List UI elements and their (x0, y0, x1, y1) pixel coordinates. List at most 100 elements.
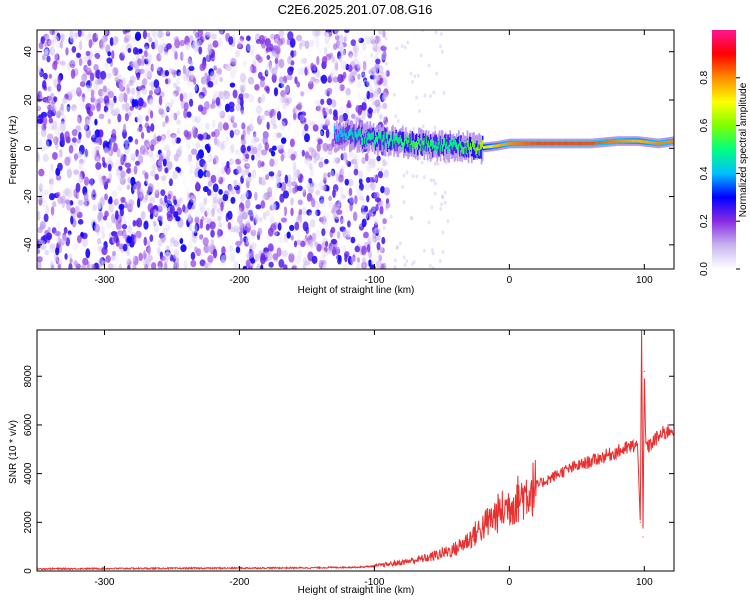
spectrogram-noise-cell (293, 170, 298, 180)
spectrogram-noise-cell (360, 198, 365, 204)
spectrogram-noise-cell (260, 180, 267, 186)
spectrogram-noise-cell (115, 210, 119, 220)
spectrogram-noise-cell (195, 160, 200, 168)
spectrogram-noise-cell (63, 38, 68, 47)
spectrogram-noise-cell (179, 237, 184, 245)
spectrogram-noise-cell (214, 74, 221, 83)
spectrogram-noise-cell (130, 176, 136, 187)
spectrogram-noise-cell (195, 181, 200, 191)
spectrogram-signal-cell (561, 142, 564, 145)
spectrogram-noise-cell (409, 71, 413, 76)
spectrogram-noise-cell (218, 164, 224, 172)
spectrogram-noise-cell (151, 30, 157, 38)
spectrogram-signal-cell (612, 140, 615, 143)
spectrogram-noise-cell (342, 263, 349, 269)
spectrogram-noise-cell (130, 87, 136, 96)
spectrogram-noise-cell (119, 235, 126, 244)
spectrogram-noise-cell (309, 39, 315, 48)
spectrogram-signal-cell (408, 138, 411, 153)
spectrogram-noise-cell (376, 241, 381, 251)
spectrogram-signal-cell (532, 142, 535, 145)
spectrogram-noise-cell (274, 239, 280, 248)
spectrogram-noise-cell (340, 215, 344, 225)
spectrogram-noise-cell (49, 101, 55, 110)
spectrogram-noise-cell (393, 258, 397, 263)
snr-data-point (642, 536, 644, 538)
spectrogram-signal-cell (473, 145, 475, 160)
spectrogram-noise-cell (169, 204, 175, 214)
spectrogram-noise-cell (349, 53, 354, 63)
spectrogram-signal-cell (404, 138, 406, 146)
spectrogram-noise-cell (165, 30, 170, 35)
spectrogram-signal-cell (376, 134, 378, 143)
spectrogram-noise-cell (154, 173, 159, 181)
spectrogram-signal-cell (656, 141, 659, 145)
spectrogram-noise-cell (266, 54, 271, 61)
spectrogram-signal-cell (572, 142, 575, 145)
spectrogram-signal-cell (424, 133, 427, 148)
spectrogram-noise-cell (226, 95, 232, 105)
colorbar-tick-label: 0.6 (699, 118, 710, 132)
spectrogram-noise-cell (384, 186, 391, 196)
spectrogram-noise-cell (160, 169, 166, 177)
spectrogram-noise-cell (331, 98, 337, 108)
spectrogram-signal-cell (605, 140, 608, 144)
spectrogram-noise-cell (429, 94, 432, 99)
spectrogram-noise-cell (324, 115, 331, 124)
spectrogram-noise-cell (123, 137, 130, 146)
spectrogram-signal-cell (603, 140, 606, 144)
spectrogram-signal-cell (418, 137, 420, 145)
spectrogram-noise-cell (215, 171, 221, 181)
spectrogram-noise-cell (52, 35, 60, 43)
spectrogram-noise-cell (151, 163, 157, 171)
spectrogram-noise-cell (375, 58, 381, 65)
spectrogram-noise-cell (159, 154, 164, 163)
spectrogram-signal-cell (448, 144, 450, 152)
spectrogram-noise-cell (350, 236, 356, 244)
spectrogram-noise-cell (77, 30, 82, 38)
spectrogram-noise-cell (334, 61, 339, 71)
spectrogram-noise-cell (267, 227, 274, 237)
spectrogram-noise-cell (269, 158, 275, 167)
spectrogram-noise-cell (149, 234, 154, 242)
spectrogram-noise-cell (433, 125, 437, 130)
spectrogram-noise-cell (56, 32, 61, 42)
spectrogram-noise-cell (380, 71, 385, 79)
spectrogram-noise-cell (106, 57, 113, 64)
spectrogram-noise-cell (316, 45, 323, 55)
snr-data-point (481, 526, 483, 528)
spectrogram-noise-cell (211, 207, 215, 217)
spectrogram-signal-cell (534, 142, 537, 145)
spectrogram-noise-cell (327, 149, 333, 156)
spectrogram-noise-cell (325, 185, 330, 192)
spectrogram-noise-cell (229, 129, 235, 139)
spectrogram-noise-cell (395, 245, 399, 250)
snr-x-tick-label: -100 (364, 577, 384, 588)
spectrogram-noise-cell (118, 243, 124, 250)
spectrogram-noise-cell (338, 114, 345, 123)
spectrogram-noise-cell (250, 258, 256, 264)
spectrogram-noise-cell (143, 68, 149, 77)
spectrogram-signal-cell (644, 140, 647, 144)
spectrogram-noise-cell (144, 228, 151, 235)
spectrogram-noise-cell (358, 195, 365, 201)
spectrogram-signal-cell (541, 142, 543, 145)
spectrogram-noise-cell (174, 59, 180, 69)
spectrogram-noise-cell (273, 131, 278, 141)
spectrogram-noise-cell (325, 128, 330, 139)
spectrogram-noise-cell (339, 196, 346, 204)
spectrogram-noise-cell (319, 192, 324, 199)
spectrogram-noise-cell (362, 63, 367, 73)
spectrogram-noise-cell (41, 199, 48, 208)
spectrogram-noise-cell (300, 91, 305, 97)
spectrogram-signal-cell (622, 139, 624, 143)
spectrogram-noise-cell (43, 47, 50, 56)
spectrogram-noise-cell (77, 96, 84, 107)
spectrogram-noise-cell (320, 129, 325, 137)
spectrogram-noise-cell (42, 102, 49, 112)
spectrogram-noise-cell (131, 57, 136, 66)
spectrogram-noise-cell (69, 184, 75, 193)
spectrogram-noise-cell (340, 242, 345, 252)
spectrogram-noise-cell (94, 152, 101, 162)
spectrogram-noise-cell (324, 36, 329, 46)
